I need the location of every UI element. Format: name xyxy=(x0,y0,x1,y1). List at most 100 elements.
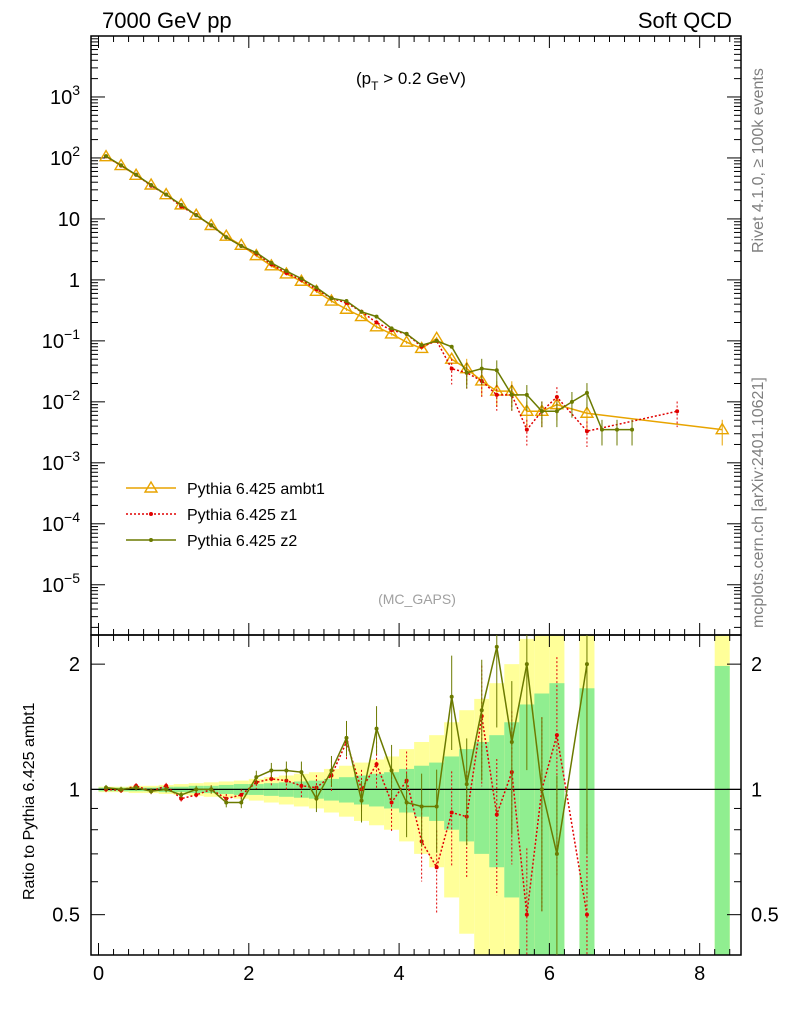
ratio-data-point xyxy=(254,775,259,780)
data-point xyxy=(399,334,414,347)
data-point xyxy=(284,268,289,273)
data-point xyxy=(494,392,499,397)
data-point xyxy=(344,299,349,304)
data-point xyxy=(119,163,124,168)
ratio-data-point xyxy=(404,800,409,805)
data-point xyxy=(324,293,339,306)
y-tick-label: 102 xyxy=(50,143,80,170)
ratio-data-point xyxy=(314,796,319,801)
x-tick-label: 8 xyxy=(694,963,705,985)
data-point xyxy=(509,392,514,397)
ratio-data-point xyxy=(524,912,529,917)
gaps-label: (MC_GAPS) xyxy=(378,591,456,607)
ratio-series xyxy=(104,635,589,955)
data-point xyxy=(149,183,154,188)
ratio-data-point xyxy=(179,796,184,801)
y-tick-label: 10−5 xyxy=(42,570,80,597)
data-point xyxy=(104,154,109,159)
data-point xyxy=(239,243,244,248)
data-point xyxy=(128,167,144,180)
data-point xyxy=(414,341,429,354)
data-point xyxy=(675,409,680,414)
ratio-y-tick-label: 0.5 xyxy=(52,905,80,927)
ratio-data-point xyxy=(389,800,394,805)
x-tick-label: 0 xyxy=(93,963,104,985)
axes: 0 2 4 6 8 10−5 10−4 10−3 10−2 10−1 1 10 102 103 0.5 0.5… xyxy=(42,35,779,985)
data-point xyxy=(359,309,364,314)
ratio-data-point xyxy=(389,768,394,773)
ratio-data-point xyxy=(104,785,109,790)
y-tick-label: 10−4 xyxy=(42,509,80,536)
data-point xyxy=(269,260,274,265)
band-inner-segment xyxy=(489,735,505,868)
legend-label: Pythia 6.425 z1 xyxy=(187,507,297,524)
ratio-data-point xyxy=(344,735,349,740)
ratio-data-point xyxy=(449,694,454,699)
ratio-data-point xyxy=(164,787,169,792)
legend-label: Pythia 6.425 ambt1 xyxy=(187,481,325,498)
data-point xyxy=(194,213,199,218)
ratio-y-tick-label-right: 1 xyxy=(751,779,762,801)
header-left-label: 7000 GeV pp xyxy=(102,8,232,33)
y-tick-label: 1 xyxy=(69,270,80,292)
band-inner-segment xyxy=(519,704,535,955)
ratio-data-point xyxy=(239,792,244,797)
ratio-data-point xyxy=(524,662,529,667)
cut-annotation: (pT > 0.2 GeV) xyxy=(356,69,466,93)
data-point xyxy=(314,285,319,290)
band-inner-segment xyxy=(369,773,385,807)
y-tick-label: 10 xyxy=(58,209,80,231)
data-point xyxy=(384,326,399,339)
ratio-data-point xyxy=(329,768,334,773)
y-tick-label: 103 xyxy=(50,82,80,109)
ratio-line-z1 xyxy=(105,716,588,915)
ratio-y-tick-label-right: 2 xyxy=(751,654,762,676)
ratio-data-point xyxy=(119,787,124,792)
ratio-data-point xyxy=(434,804,439,809)
data-point xyxy=(449,366,454,371)
data-point xyxy=(584,429,589,434)
data-point xyxy=(630,427,635,432)
data-point xyxy=(143,177,159,190)
ratio-data-point xyxy=(554,733,559,738)
ratio-line-z2 xyxy=(105,646,588,855)
x-tick-label: 4 xyxy=(394,963,405,985)
ratio-data-point xyxy=(194,787,199,792)
data-point xyxy=(134,172,139,177)
data-point xyxy=(449,344,454,349)
x-tick-label: 6 xyxy=(544,963,555,985)
data-point xyxy=(389,326,394,331)
data-point xyxy=(419,343,424,348)
data-point xyxy=(579,405,595,418)
ratio-data-point xyxy=(374,726,379,731)
data-point xyxy=(599,427,604,432)
data-point xyxy=(173,197,189,210)
data-point xyxy=(554,395,559,400)
ratio-y-tick-label: 1 xyxy=(69,779,80,801)
band-inner-segment xyxy=(714,665,730,955)
data-point xyxy=(539,409,544,414)
ratio-y-tick-label-right: 0.5 xyxy=(751,905,779,927)
ratio-data-point xyxy=(539,787,544,792)
ratio-data-point xyxy=(299,770,304,775)
ratio-data-point xyxy=(224,800,229,805)
ratio-data-point xyxy=(149,789,154,794)
data-point xyxy=(374,320,379,325)
data-point xyxy=(584,390,589,395)
data-point xyxy=(374,314,379,319)
ratio-data-point xyxy=(374,762,379,767)
data-point xyxy=(464,370,469,375)
data-point xyxy=(494,368,499,373)
x-tick-label: 2 xyxy=(243,963,254,985)
data-point xyxy=(179,202,184,207)
ratio-data-point xyxy=(269,776,274,781)
data-point xyxy=(404,331,409,336)
series-line-z1 xyxy=(105,155,678,433)
ratio-data-point xyxy=(239,800,244,805)
legend-label: Pythia 6.425 z2 xyxy=(187,533,297,550)
legend: Pythia 6.425 ambt1 Pythia 6.425 z1 Pythia … xyxy=(126,480,325,550)
data-point xyxy=(354,309,369,322)
header-right-label: Soft QCD xyxy=(638,8,732,33)
data-point xyxy=(329,296,334,301)
